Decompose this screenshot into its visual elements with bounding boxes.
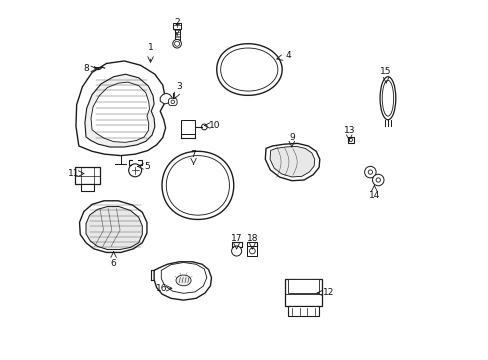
- Bar: [181, 120, 195, 134]
- Circle shape: [201, 124, 207, 130]
- Circle shape: [171, 100, 174, 104]
- Text: 1: 1: [147, 43, 153, 52]
- Bar: [287, 279, 319, 293]
- Polygon shape: [80, 201, 147, 252]
- Polygon shape: [154, 262, 211, 300]
- Circle shape: [231, 246, 241, 256]
- Text: 9: 9: [288, 133, 294, 142]
- Polygon shape: [269, 147, 314, 177]
- Circle shape: [174, 41, 179, 46]
- Bar: [247, 246, 257, 256]
- Polygon shape: [160, 93, 172, 104]
- Polygon shape: [168, 98, 177, 105]
- Bar: [75, 167, 100, 184]
- Text: 5: 5: [144, 162, 149, 171]
- Polygon shape: [91, 82, 149, 142]
- Ellipse shape: [379, 77, 395, 120]
- Polygon shape: [265, 143, 319, 181]
- Circle shape: [348, 138, 352, 141]
- Text: 14: 14: [368, 190, 379, 199]
- Text: 12: 12: [323, 288, 334, 297]
- Polygon shape: [220, 48, 277, 91]
- Circle shape: [375, 178, 380, 182]
- Polygon shape: [85, 74, 155, 147]
- Bar: [347, 137, 353, 143]
- Text: 18: 18: [246, 234, 258, 243]
- Bar: [287, 306, 318, 316]
- Polygon shape: [76, 61, 165, 156]
- Bar: [81, 184, 93, 192]
- Text: 15: 15: [380, 67, 391, 76]
- Polygon shape: [86, 207, 142, 249]
- Text: 17: 17: [230, 234, 242, 243]
- Text: 3: 3: [176, 82, 182, 91]
- Polygon shape: [166, 156, 229, 215]
- Polygon shape: [161, 262, 206, 293]
- Circle shape: [364, 166, 375, 178]
- Text: 13: 13: [343, 126, 354, 135]
- Circle shape: [367, 170, 372, 174]
- Text: 2: 2: [174, 18, 180, 27]
- Circle shape: [372, 174, 383, 186]
- Circle shape: [128, 164, 142, 177]
- Text: 11: 11: [68, 169, 80, 178]
- Polygon shape: [162, 151, 233, 220]
- Text: 8: 8: [83, 64, 89, 73]
- Text: 16: 16: [155, 284, 167, 293]
- Bar: [173, 23, 180, 30]
- Polygon shape: [216, 44, 282, 95]
- Circle shape: [249, 248, 255, 254]
- Text: 6: 6: [110, 259, 116, 268]
- Text: 4: 4: [285, 51, 290, 60]
- Text: 7: 7: [190, 150, 196, 159]
- Text: 10: 10: [209, 121, 221, 130]
- Circle shape: [172, 40, 181, 48]
- Ellipse shape: [382, 80, 393, 116]
- Ellipse shape: [176, 275, 191, 286]
- Bar: [284, 279, 322, 306]
